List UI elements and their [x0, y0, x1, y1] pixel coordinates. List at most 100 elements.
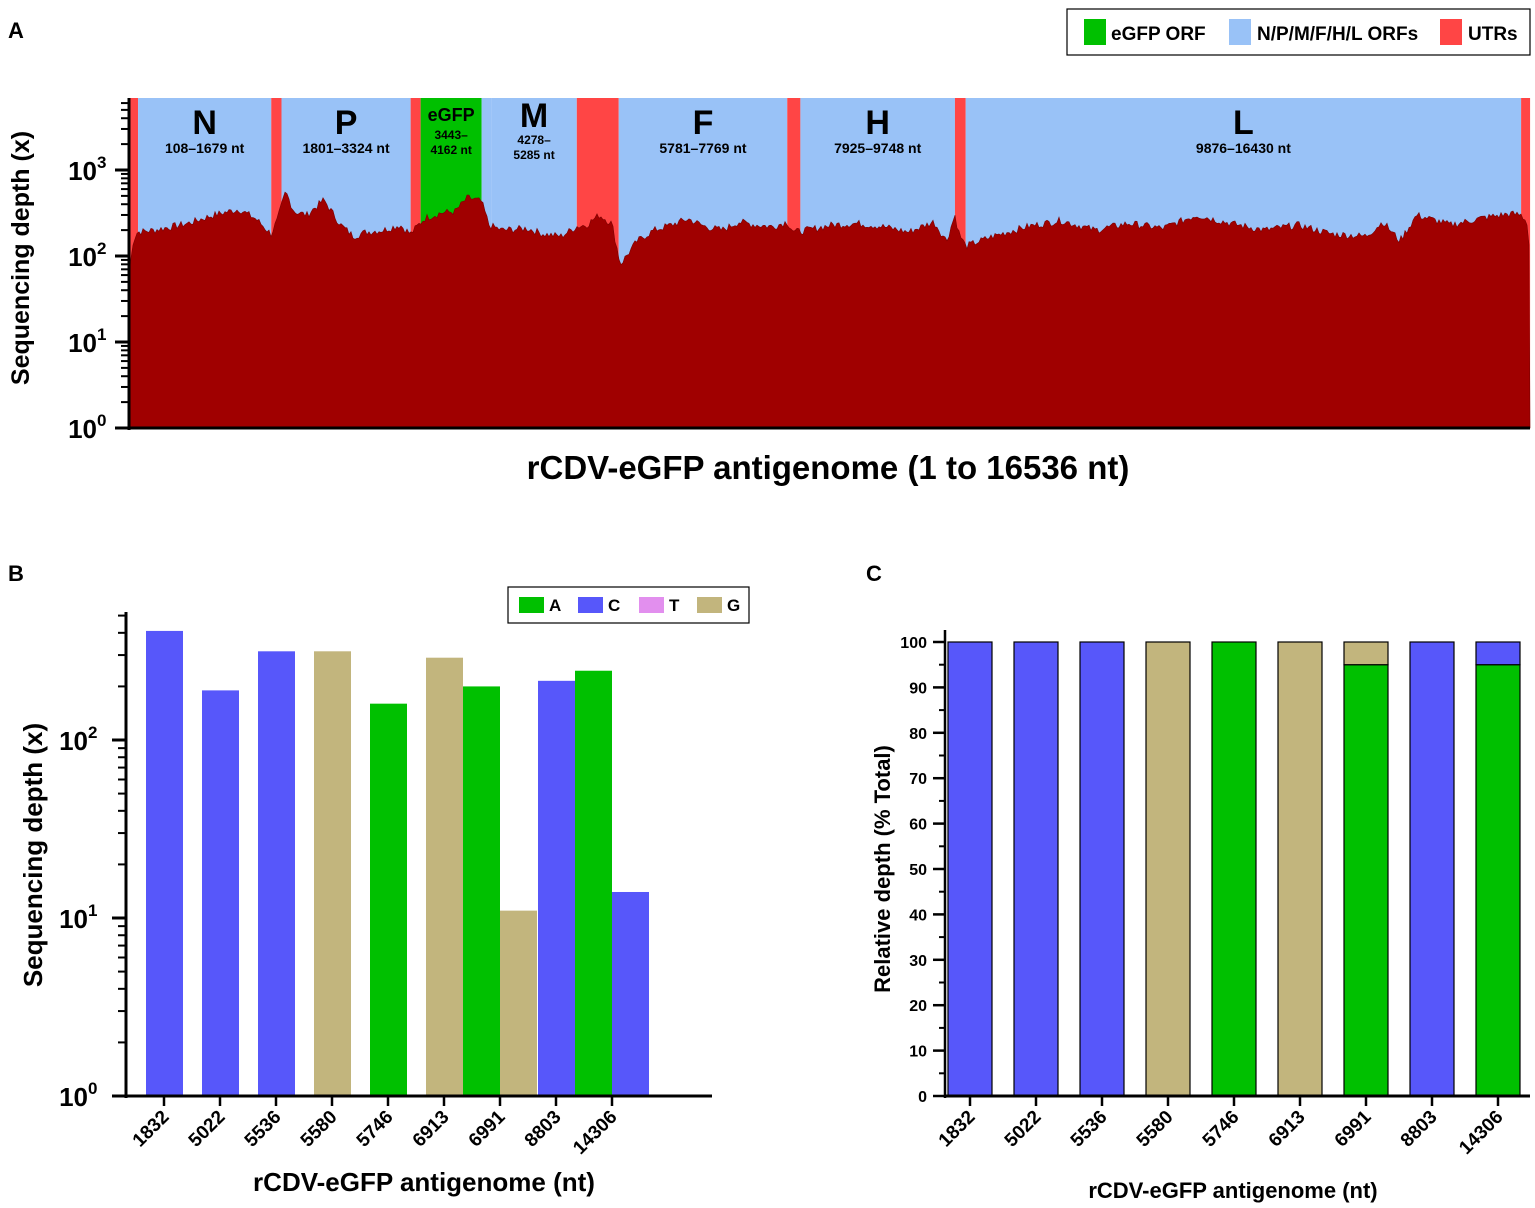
- y-tick-label-c-70: 70: [909, 771, 927, 788]
- bar-b-8803-c: [538, 680, 575, 1096]
- y-tick-exp-a-0: 0: [97, 411, 106, 430]
- y-tick-label-a-3: 10: [68, 156, 97, 186]
- legend-a-label-orf: N/P/M/F/H/L ORFs: [1257, 24, 1418, 45]
- x-tick-label-c-14306: 14306: [1455, 1107, 1507, 1159]
- legend-b-swatch-g: [697, 597, 722, 613]
- legend-b-label-a: A: [549, 596, 561, 615]
- legend-a-label-egfp: eGFP ORF: [1111, 24, 1206, 45]
- legend-b-swatch-a: [519, 597, 544, 613]
- region-name-m: M: [520, 97, 548, 135]
- y-tick-label-c-60: 60: [909, 817, 927, 834]
- x-tick-label-b-1832: 1832: [129, 1107, 174, 1152]
- y-tick-label-c-40: 40: [909, 907, 927, 924]
- y-axis-title-b: Sequencing depth (x): [18, 723, 48, 987]
- x-tick-label-b-5580: 5580: [297, 1107, 342, 1152]
- y-tick-label-c-10: 10: [909, 1044, 927, 1061]
- y-tick-exp-a-3: 3: [97, 153, 106, 172]
- legend-a: eGFP ORF N/P/M/F/H/L ORFs UTRs: [1066, 8, 1531, 56]
- depth-profile: [128, 191, 1531, 429]
- region-range-m-end: 5285 nt: [513, 148, 554, 162]
- x-axis-b: 1832 5022 5536 5580 5746 6913 6991 8803 14306: [129, 1096, 622, 1159]
- y-tick-exp-a-2: 2: [97, 239, 106, 258]
- x-tick-label-c-8803: 8803: [1397, 1107, 1442, 1152]
- region-range-p: 1801–3324 nt: [302, 140, 390, 156]
- region-range-l: 9876–16430 nt: [1196, 140, 1291, 156]
- y-tick-label-c-50: 50: [909, 862, 927, 879]
- y-tick-exp-b-0: 0: [88, 1079, 97, 1098]
- y-axis-title-a: Sequencing depth (x): [7, 131, 35, 385]
- bar-b-14306-a: [575, 670, 612, 1096]
- region-name-h: H: [865, 104, 890, 142]
- region-range-m-start: 4278–: [517, 133, 551, 147]
- legend-b-label-c: C: [608, 596, 620, 615]
- y-tick-label-c-0: 0: [918, 1089, 927, 1106]
- y-tick-exp-b-2: 2: [88, 723, 97, 742]
- region-range-f: 5781–7769 nt: [659, 140, 747, 156]
- x-tick-label-b-5746: 5746: [353, 1107, 398, 1152]
- y-tick-label-c-100: 100: [900, 635, 927, 652]
- x-tick-label-b-6991: 6991: [465, 1106, 510, 1151]
- x-tick-label-b-5022: 5022: [185, 1107, 230, 1152]
- bar-c-14306-c: [1475, 641, 1521, 666]
- bar-c-6991-g: [1343, 641, 1389, 666]
- bar-b-5580-g: [314, 651, 351, 1096]
- y-tick-label-c-80: 80: [909, 726, 927, 743]
- region-range-egfp-end: 4162 nt: [430, 143, 471, 157]
- x-tick-label-c-1832: 1832: [935, 1107, 980, 1152]
- y-tick-label-c-20: 20: [909, 998, 927, 1015]
- x-tick-label-b-5536: 5536: [241, 1107, 286, 1152]
- bar-b-5536-c: [258, 651, 295, 1096]
- x-tick-label-c-5746: 5746: [1199, 1107, 1244, 1152]
- bar-c-14306-a: [1475, 664, 1521, 1097]
- y-tick-label-b-2: 10: [59, 726, 88, 756]
- y-tick-label-c-90: 90: [909, 680, 927, 697]
- panel-label-c: C: [866, 561, 882, 586]
- legend-b-swatch-c: [578, 597, 603, 613]
- y-tick-exp-a-1: 1: [97, 325, 106, 344]
- y-tick-exp-b-1: 1: [88, 901, 97, 920]
- bar-c-6913-g: [1277, 641, 1323, 1097]
- legend-a-swatch-egfp: [1084, 19, 1106, 45]
- x-tick-label-c-5536: 5536: [1067, 1107, 1112, 1152]
- y-tick-label-b-0: 10: [59, 1082, 88, 1112]
- bar-c-8803-c: [1409, 641, 1455, 1097]
- bar-b-6913-g: [426, 657, 463, 1096]
- y-tick-label-c-30: 30: [909, 953, 927, 970]
- bar-b-5746-a: [370, 703, 407, 1096]
- region-name-p: P: [335, 104, 358, 142]
- region-name-n: N: [192, 104, 217, 142]
- panel-label-b: B: [8, 561, 24, 586]
- legend-a-swatch-orf: [1229, 19, 1251, 45]
- region-name-egfp: eGFP: [428, 105, 475, 125]
- legend-b: A C T G: [507, 586, 750, 624]
- x-tick-label-c-6913: 6913: [1265, 1107, 1310, 1152]
- bar-c-1832-c: [947, 641, 993, 1097]
- panel-a: A eGFP ORF N/P/M/F/H/L ORFs UTRs N108–16…: [7, 8, 1531, 486]
- y-tick-label-a-1: 10: [68, 328, 97, 358]
- bar-c-5580-g: [1145, 641, 1191, 1097]
- bar-b-1832-c: [146, 630, 183, 1096]
- panel-label-a: A: [8, 18, 24, 43]
- x-tick-label-b-14306: 14306: [569, 1107, 621, 1159]
- y-tick-label-a-0: 10: [68, 414, 97, 444]
- x-axis-title-a: rCDV-eGFP antigenome (1 to 16536 nt): [527, 449, 1130, 486]
- legend-b-label-t: T: [669, 596, 680, 615]
- x-axis-title-b: rCDV-eGFP antigenome (nt): [253, 1167, 595, 1197]
- x-tick-label-c-5580: 5580: [1133, 1107, 1178, 1152]
- legend-a-swatch-utr: [1440, 19, 1462, 45]
- region-range-h: 7925–9748 nt: [834, 140, 922, 156]
- bar-b-6991-a: [463, 686, 500, 1096]
- bars-c: [947, 641, 1521, 1097]
- bar-c-5536-c: [1079, 641, 1125, 1097]
- x-axis-title-c: rCDV-eGFP antigenome (nt): [1088, 1178, 1377, 1203]
- y-axis-title-c: Relative depth (% Total): [870, 745, 895, 993]
- y-axis-c: 0 10 20 30 40 50 60 70 80 90 100: [900, 630, 947, 1106]
- bar-b-14306-c: [612, 891, 649, 1096]
- legend-b-swatch-t: [639, 597, 664, 613]
- x-tick-label-b-6913: 6913: [409, 1107, 454, 1152]
